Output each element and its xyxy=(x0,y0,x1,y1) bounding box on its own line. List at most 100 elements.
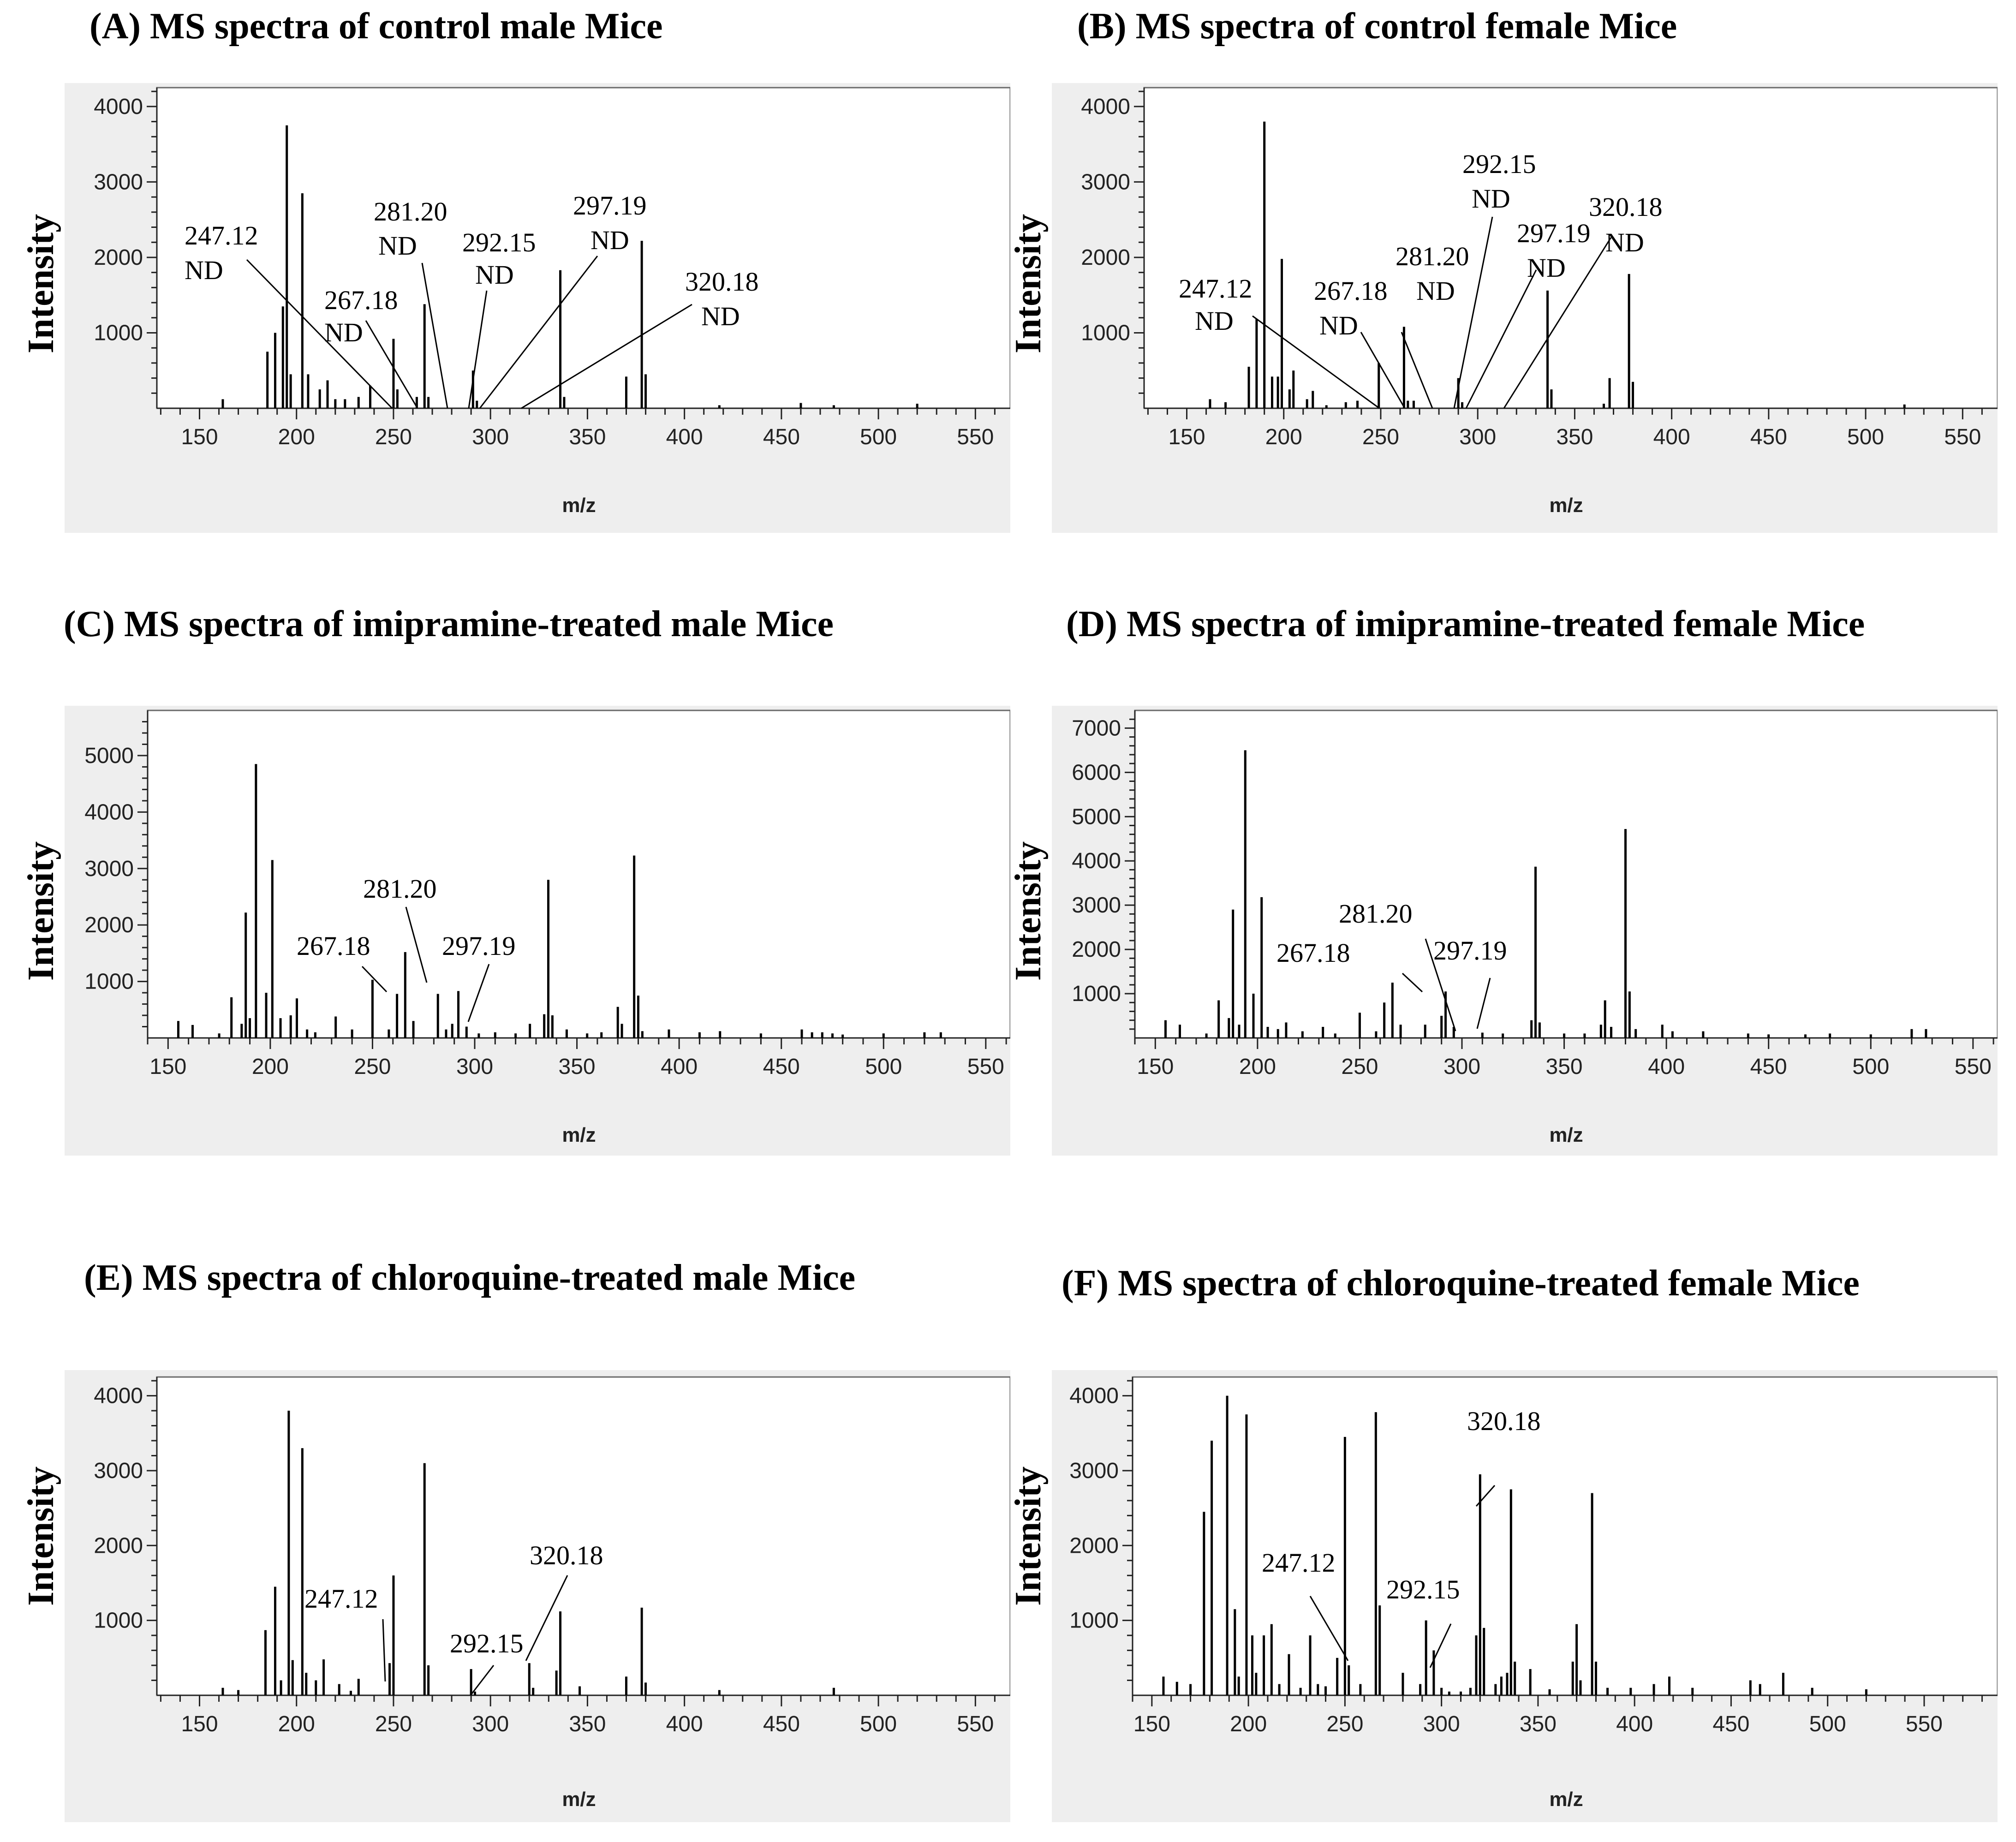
panel-d-y-label: Intensity xyxy=(1008,841,1049,981)
panel-a-leader-281 xyxy=(421,262,448,409)
panel-f-y-label: Intensity xyxy=(1008,1466,1049,1606)
panel-d-x-tick-label: 200 xyxy=(1239,1055,1276,1079)
panel-d-x-label: m/z xyxy=(1549,1124,1583,1146)
panel-b-x-tick-label: 450 xyxy=(1750,425,1787,449)
panel-a-leader-267 xyxy=(365,320,418,409)
panel-c-anno-281: 281.20 xyxy=(363,874,437,904)
panel-d-leader-281 xyxy=(1425,938,1456,1031)
panel-b-anno-297-nd: ND xyxy=(1527,253,1566,283)
panel-b-anno-281-nd: ND xyxy=(1416,276,1455,306)
panel-b-annotation-281: 281.20 ND xyxy=(1396,241,1469,306)
panel-a-anno-320-nd: ND xyxy=(701,301,740,331)
panel-a-y-tick-label: 3000 xyxy=(94,170,143,194)
panel-f-x-tick-label: 400 xyxy=(1616,1712,1653,1736)
panel-b-x-tick-label: 150 xyxy=(1168,425,1205,449)
panel-e-y-tick-label: 3000 xyxy=(94,1459,143,1483)
panel-e-peaks xyxy=(221,1411,835,1695)
panel-d-y-tick-label: 2000 xyxy=(1072,937,1121,962)
panel-c-x-tick-label: 350 xyxy=(559,1055,596,1079)
panel-a-x-tick-label: 400 xyxy=(666,425,703,449)
panel-a-y-label: Intensity xyxy=(21,214,61,353)
panel-a-y-tick-label: 1000 xyxy=(94,321,143,345)
panel-e-anno-247: 247.12 xyxy=(304,1584,378,1614)
panel-e-x-tick-label: 250 xyxy=(375,1712,412,1736)
panel-e-title: (E) MS spectra of chloroquine-treated ma… xyxy=(84,1258,856,1298)
panel-b-anno-292-nd: ND xyxy=(1472,184,1510,214)
panel-d-title: (D) MS spectra of imipramine-treated fem… xyxy=(1066,604,1865,644)
panel-a-x-tick-label: 300 xyxy=(472,425,509,449)
panel-e-x-tick-label: 550 xyxy=(957,1712,994,1736)
panel-a-anno-247-mz: 247.12 xyxy=(185,221,258,250)
panel-c-plot-area xyxy=(147,709,1010,1039)
panel-b-anno-267-nd: ND xyxy=(1319,310,1358,340)
panel-e-anno-320: 320.18 xyxy=(530,1540,603,1570)
panel-b-x-tick-label: 350 xyxy=(1556,425,1593,449)
panel-d-anno-297: 297.19 xyxy=(1433,936,1507,966)
panel-e-anno-292: 292.15 xyxy=(450,1628,524,1658)
panel-f-anno-320: 320.18 xyxy=(1467,1406,1541,1436)
panel-a-leader-292 xyxy=(468,290,488,409)
panel-a-x-tick-label: 200 xyxy=(278,425,315,449)
panel-a-annotation-281: 281.20 ND xyxy=(374,197,447,261)
panel-d-peaks xyxy=(1164,750,1927,1038)
panel-b-anno-247-nd: ND xyxy=(1195,306,1234,336)
panel-b-y-label: Intensity xyxy=(1008,214,1049,353)
panel-f-y-tick-label: 2000 xyxy=(1069,1533,1119,1558)
panel-a-anno-281-mz: 281.20 xyxy=(374,197,447,227)
panel-f-leader-292 xyxy=(1429,1623,1452,1668)
panel-c-chart: 150 200 250 300 350 400 450 500 550 1000 2000 3000 4… xyxy=(21,706,1010,1156)
panel-b-leader-281 xyxy=(1401,332,1433,409)
panel-d-y-tick-label: 6000 xyxy=(1072,760,1121,785)
panel-b-annotation-297: 297.19 ND xyxy=(1517,218,1591,283)
panel-f-x-label: m/z xyxy=(1549,1788,1583,1811)
panel-d-x-tick-label: 550 xyxy=(1955,1055,1992,1079)
panel-b-peaks xyxy=(1209,121,1906,408)
panel-a-leader-320 xyxy=(521,304,692,409)
panel-a-anno-292-nd: ND xyxy=(475,260,514,290)
panel-a-anno-267-mz: 267.18 xyxy=(324,285,398,315)
panel-c-title: (C) MS spectra of imipramine-treated mal… xyxy=(64,604,834,644)
panel-f-x-tick-label: 550 xyxy=(1906,1712,1943,1736)
panel-e-chart: 150 200 250 300 350 400 450 500 550 1000 2000 3000 4… xyxy=(21,1370,1010,1822)
panel-d-chart: 150 200 250 300 350 400 450 500 550 1000 2000 3000 4… xyxy=(1008,706,1998,1156)
panel-e-leader-247 xyxy=(382,1619,386,1682)
panel-a-anno-320-mz: 320.18 xyxy=(685,267,759,297)
panel-f-x-tick-label: 500 xyxy=(1809,1712,1846,1736)
panel-b-anno-320-nd: ND xyxy=(1605,227,1644,257)
panel-c-annotation-lines xyxy=(361,906,490,1022)
panel-d-x-tick-label: 400 xyxy=(1648,1055,1685,1079)
panel-c-leader-281 xyxy=(405,906,428,983)
panel-d-x-tick-label: 450 xyxy=(1750,1055,1787,1079)
panel-a-anno-297-mz: 297.19 xyxy=(573,191,647,221)
panel-d-annotation-lines xyxy=(1402,938,1491,1031)
panel-c-x-tick-label: 250 xyxy=(354,1055,391,1079)
panel-f-anno-292: 292.15 xyxy=(1386,1574,1460,1604)
panel-c-y-tick-label: 5000 xyxy=(84,744,134,768)
panel-d-x-tick-label: 150 xyxy=(1137,1055,1174,1079)
panel-a-y-tick-label: 4000 xyxy=(94,95,143,119)
panel-a-annotation-292: 292.15 ND xyxy=(462,227,536,290)
panel-f-peaks xyxy=(1162,1395,1867,1695)
panel-b-x-tick-label: 550 xyxy=(1944,425,1981,449)
panel-e-x-label: m/z xyxy=(562,1788,596,1811)
panel-a-y-tick-label: 2000 xyxy=(94,245,143,270)
panel-f-ticks: 150 200 250 300 350 400 450 500 550 1000 2000 3000 4… xyxy=(1069,1380,1983,1736)
panel-b-leader-297 xyxy=(1465,269,1537,409)
panel-c-x-tick-label: 150 xyxy=(149,1055,186,1079)
panel-e-x-tick-label: 200 xyxy=(278,1712,315,1736)
panel-a-x-tick-label: 150 xyxy=(181,425,218,449)
panel-d-y-tick-label: 3000 xyxy=(1072,893,1121,918)
panel-d-anno-281: 281.20 xyxy=(1339,899,1413,929)
panel-d-x-tick-label: 350 xyxy=(1546,1055,1583,1079)
panel-c-anno-267: 267.18 xyxy=(297,931,370,961)
panel-a-x-tick-label: 250 xyxy=(375,425,412,449)
panel-a-anno-297-nd: ND xyxy=(590,225,629,255)
panel-e-x-tick-label: 450 xyxy=(763,1712,800,1736)
panel-c-x-tick-label: 400 xyxy=(661,1055,698,1079)
panel-d-x-tick-label: 500 xyxy=(1852,1055,1889,1079)
panel-b-y-tick-label: 1000 xyxy=(1081,321,1130,345)
panel-f-x-tick-label: 200 xyxy=(1230,1712,1267,1736)
panel-b-leader-320 xyxy=(1503,237,1612,409)
panel-c-x-tick-label: 550 xyxy=(967,1055,1004,1079)
panel-b-chart: 150 200 250 300 350 400 450 500 550 1000 2000 3000 4… xyxy=(1008,83,1998,533)
